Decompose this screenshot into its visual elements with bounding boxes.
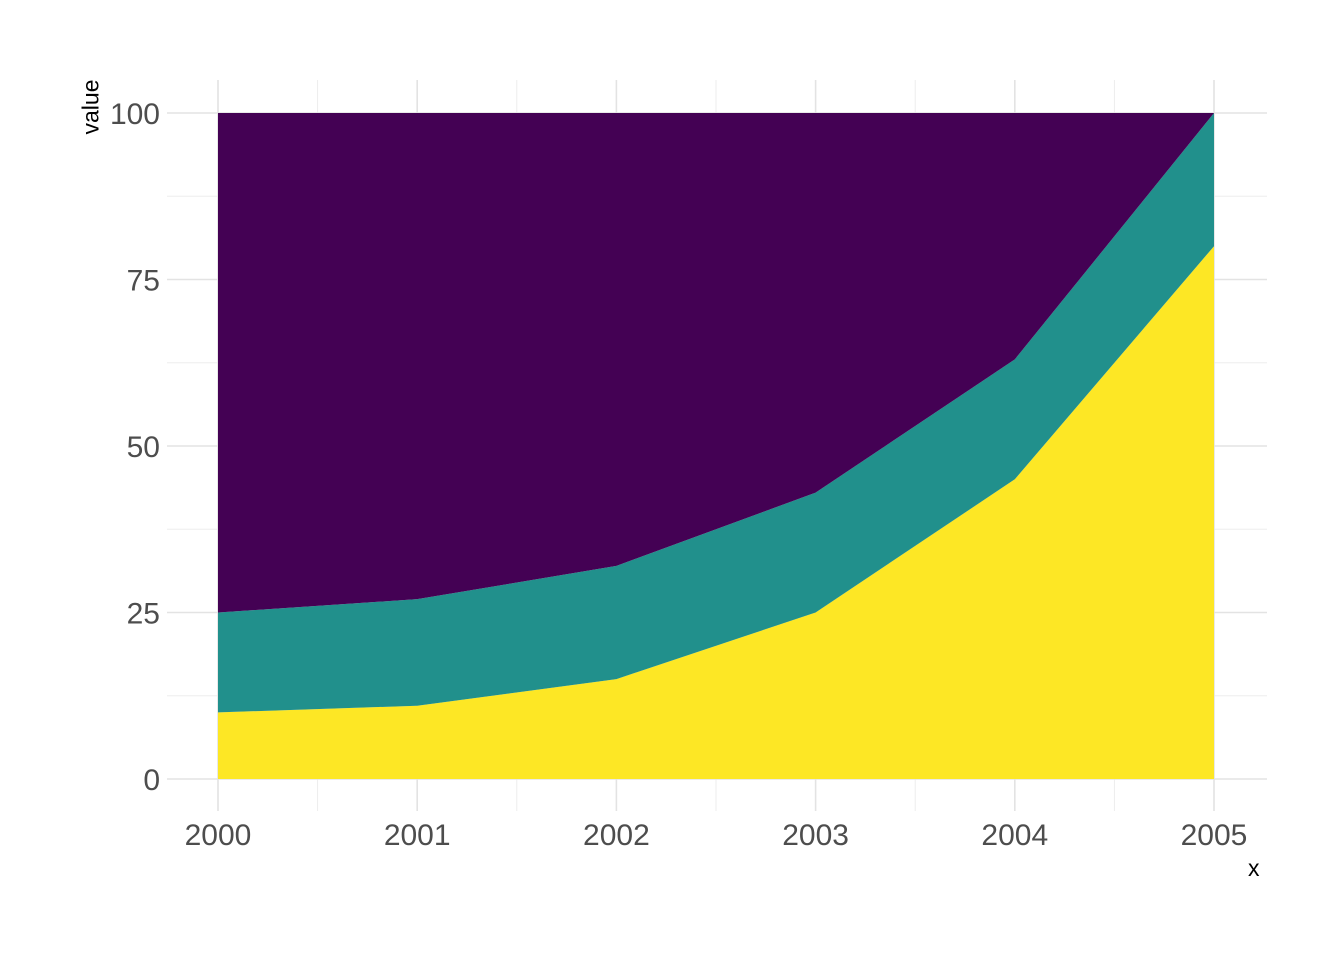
area-bottom-band	[218, 246, 1214, 779]
y-tick-label: 50	[127, 431, 160, 464]
x-tick-label: 2001	[384, 819, 451, 852]
x-tick-label: 2002	[583, 819, 650, 852]
y-tick-label: 25	[127, 598, 160, 631]
area-middle-band	[218, 113, 1214, 713]
x-tick-label: 2003	[782, 819, 849, 852]
area-top-band	[218, 113, 1214, 613]
x-tick-label: 2000	[185, 819, 252, 852]
y-axis-title: value	[77, 79, 104, 135]
y-tick-label: 75	[127, 265, 160, 298]
x-tick-label: 2004	[981, 819, 1048, 852]
x-axis-title: x	[1248, 855, 1260, 881]
x-tick-label: 2005	[1181, 819, 1248, 852]
y-tick-label: 0	[143, 764, 160, 797]
y-tick-label: 100	[110, 98, 160, 131]
